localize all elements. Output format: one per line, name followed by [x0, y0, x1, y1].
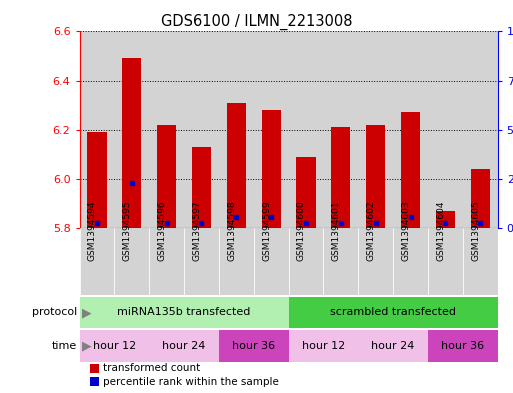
Text: GSM1394595: GSM1394595	[123, 200, 132, 261]
Bar	[262, 110, 281, 228]
Bar	[184, 228, 219, 295]
Text: percentile rank within the sample: percentile rank within the sample	[103, 376, 279, 387]
Bar	[219, 31, 254, 228]
Bar	[358, 228, 393, 295]
Text: GSM1394604: GSM1394604	[437, 200, 445, 261]
Text: hour 12: hour 12	[93, 341, 136, 351]
Bar	[80, 31, 114, 228]
Text: ▶: ▶	[82, 306, 92, 319]
Bar	[114, 228, 149, 295]
Bar	[323, 228, 358, 295]
Bar	[288, 31, 323, 228]
Bar	[401, 112, 420, 228]
Bar	[122, 59, 142, 228]
Text: scrambled transfected: scrambled transfected	[330, 307, 456, 318]
Bar	[254, 228, 288, 295]
Text: hour 36: hour 36	[232, 341, 275, 351]
Bar	[428, 31, 463, 228]
Text: protocol: protocol	[32, 307, 77, 318]
Text: GSM1394599: GSM1394599	[262, 200, 271, 261]
Text: hour 36: hour 36	[441, 341, 484, 351]
Text: GSM1394602: GSM1394602	[367, 200, 376, 261]
Bar	[149, 31, 184, 228]
Text: time: time	[52, 341, 77, 351]
Bar	[297, 157, 315, 228]
Text: miRNA135b transfected: miRNA135b transfected	[117, 307, 251, 318]
Bar	[157, 125, 176, 228]
Bar	[470, 169, 490, 228]
Bar	[80, 330, 149, 362]
Bar	[428, 330, 498, 362]
Bar	[358, 31, 393, 228]
Bar	[331, 127, 350, 228]
Text: GSM1394605: GSM1394605	[471, 200, 480, 261]
Text: GSM1394603: GSM1394603	[402, 200, 410, 261]
Text: hour 24: hour 24	[371, 341, 415, 351]
Bar	[323, 31, 358, 228]
Text: GSM1394598: GSM1394598	[227, 200, 236, 261]
Text: GSM1394597: GSM1394597	[192, 200, 202, 261]
Bar	[463, 31, 498, 228]
Bar	[219, 330, 288, 362]
Text: GSM1394600: GSM1394600	[297, 200, 306, 261]
Bar	[184, 31, 219, 228]
Text: hour 12: hour 12	[302, 341, 345, 351]
Bar	[288, 228, 323, 295]
Bar	[436, 211, 455, 228]
Bar	[288, 330, 358, 362]
Bar	[87, 132, 107, 228]
Bar	[463, 228, 498, 295]
Bar	[114, 31, 149, 228]
Bar	[288, 297, 498, 328]
Bar	[393, 228, 428, 295]
Bar	[428, 228, 463, 295]
Bar	[80, 228, 114, 295]
Text: ▶: ▶	[82, 339, 92, 353]
Bar	[149, 330, 219, 362]
Text: GSM1394594: GSM1394594	[88, 200, 97, 261]
Text: GDS6100 / ILMN_2213008: GDS6100 / ILMN_2213008	[161, 14, 352, 30]
Bar	[358, 330, 428, 362]
Bar	[393, 31, 428, 228]
Bar	[192, 147, 211, 228]
Text: hour 24: hour 24	[162, 341, 206, 351]
Text: GSM1394601: GSM1394601	[332, 200, 341, 261]
Bar	[149, 228, 184, 295]
Text: GSM1394596: GSM1394596	[157, 200, 167, 261]
Bar	[254, 31, 288, 228]
Bar	[80, 297, 288, 328]
Bar	[219, 228, 254, 295]
Bar	[227, 103, 246, 228]
Text: transformed count: transformed count	[103, 363, 200, 373]
Bar	[366, 125, 385, 228]
